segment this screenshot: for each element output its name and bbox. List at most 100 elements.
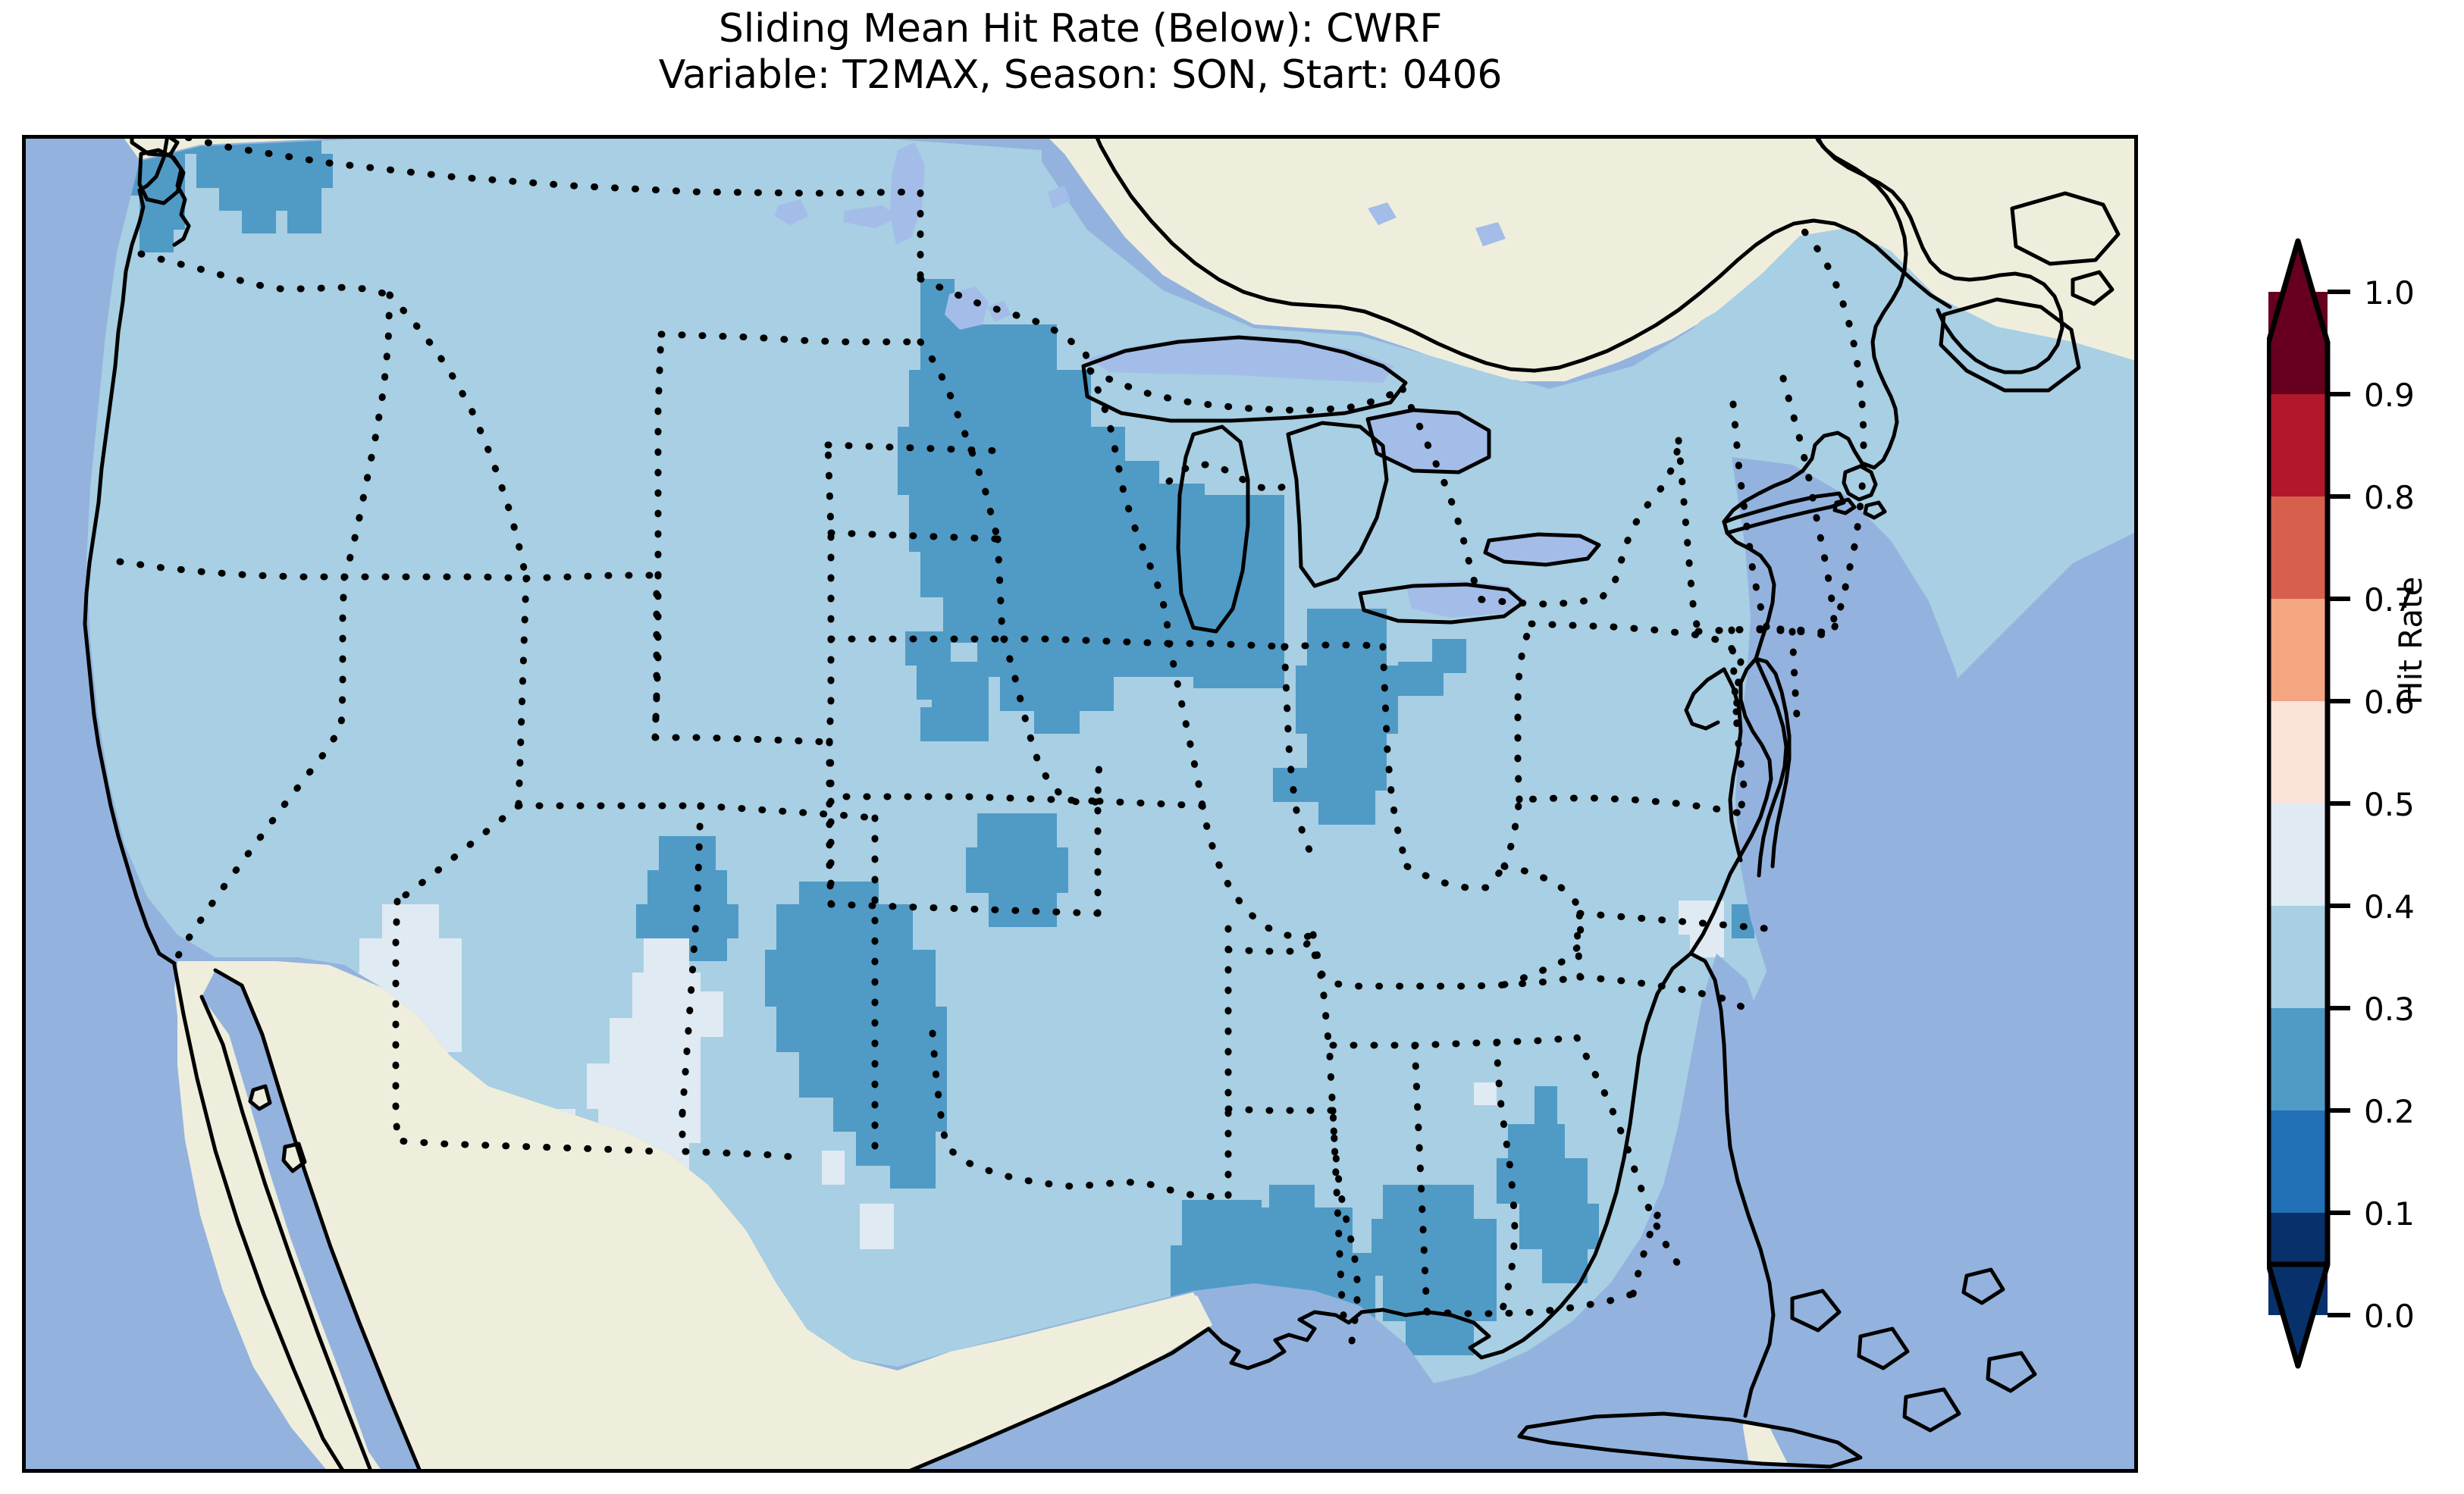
coastline-gulf-island-b: [281, 1142, 307, 1173]
border-pa-md-wv: [1500, 794, 1745, 870]
border-mo-ar: [1224, 932, 1317, 955]
gulf-of-mexico-overlay: [914, 954, 1785, 1469]
coastline-long-island: [1722, 491, 1846, 535]
shoreline-georgian-bay: [1365, 408, 1491, 475]
coastline-baja-west: [172, 963, 344, 1469]
colorbar-svg: [2265, 238, 2350, 1369]
colorbar-label-0.9: 0.9: [2364, 377, 2415, 414]
border-gulf-states-fl: [1423, 1290, 1637, 1317]
border-mt-wy: [654, 330, 665, 579]
coastline-mexico-mainland-west: [213, 968, 422, 1469]
canada-beige-overlay: [125, 139, 2134, 380]
colorbar-label-0.8: 0.8: [2364, 479, 2415, 516]
border-canada-erie-ontario: [1478, 437, 1682, 608]
border-ar-ms: [1309, 931, 1361, 1351]
border-ma-ct: [1728, 626, 1740, 716]
atlantic-ocean-overlay: [1732, 457, 2134, 1469]
colorbar-band-0.8-0.9: [2268, 394, 2328, 496]
border-minnesota-canada: [917, 275, 1094, 374]
colorbar: 1.0 0.9 0.8 0.7 0.6 0.5 0.4 0.3 0.2 0.1 …: [2265, 235, 2464, 1372]
colorbar-band-0.7-0.8: [2268, 496, 2328, 599]
small-lake-n2: [843, 205, 899, 228]
colorbar-label-0.3: 0.3: [2364, 991, 2415, 1028]
border-mn-wi: [1086, 367, 1173, 647]
lake-huron-georgian-bay: [1368, 410, 1489, 472]
lake-winnipeg-top: [890, 143, 925, 245]
coastline-newfoundland: [2010, 191, 2121, 266]
coastline-southeast-atlantic: [1688, 656, 1773, 956]
shoreline-lake-michigan: [1176, 424, 1250, 634]
chart-title-block: Sliding Mean Hit Rate (Below): CWRF Vari…: [0, 6, 2161, 99]
border-wi-il: [1165, 640, 1288, 650]
border-sd-mn: [994, 535, 1008, 643]
border-us-canada: [178, 139, 924, 283]
coastline-st-lawrence: [1816, 139, 2064, 374]
border-wy-ne: [824, 441, 835, 746]
coastline-marthas-vineyard: [1832, 497, 1857, 515]
colorbar-label-0.6: 0.6: [2364, 684, 2415, 721]
border-va-wv: [1500, 863, 1584, 917]
border-mi-canada-superior: [1086, 367, 1406, 414]
border-vt-nh: [1729, 400, 1770, 631]
border-nm-mexico: [679, 1110, 803, 1161]
colorbar-label-0.2: 0.2: [2364, 1093, 2415, 1130]
border-wy-sd-nd: [824, 441, 1008, 455]
coastline-baja-east: [199, 994, 372, 1469]
border-oh-pa: [1514, 620, 1535, 803]
colorbar-band-0.4-0.5: [2268, 803, 2328, 906]
border-ky-tn: [1309, 931, 1584, 990]
coastline-olympic-peninsula: [137, 148, 186, 205]
coastline-pacific: [83, 139, 177, 966]
colorbar-band-0.5-0.6: [2268, 701, 2328, 803]
border-ks-ok: [827, 900, 1102, 917]
coastline-bahamas-5: [1961, 1267, 2005, 1305]
mexico-beige-overlay: [177, 963, 1212, 1469]
border-ne-ks: [827, 793, 1103, 908]
border-al-ga: [1493, 1038, 1519, 1313]
coastline-bahamas-3: [1902, 1387, 1961, 1433]
border-mn-ia: [1000, 635, 1173, 647]
map-axes-frame: [22, 135, 2138, 1473]
small-lake-c2: [1475, 222, 1506, 246]
colorbar-bands: [2265, 238, 2331, 1369]
colorbar-outline: [2265, 238, 2331, 1369]
border-la-ms: [1329, 1107, 1349, 1333]
border-or-id: [340, 291, 393, 581]
shoreline-lake-erie: [1358, 582, 1525, 625]
shoreline-lake-huron: [1286, 421, 1389, 588]
border-ny-nj: [1732, 658, 1748, 817]
coastline-potomac: [1684, 667, 1726, 731]
border-tx-ok: [929, 1029, 1232, 1201]
chart-title-line-1: Sliding Mean Hit Rate (Below): CWRF: [718, 6, 1443, 52]
border-mi-canada-huron: [1399, 385, 1485, 603]
small-lake-c1: [1368, 202, 1397, 225]
coastline-bahamas-1: [1790, 1289, 1842, 1333]
border-pa-ny: [1528, 620, 1745, 666]
border-ca-nv: [171, 573, 348, 967]
coastline-cuba: [1517, 1411, 1863, 1469]
shoreline-lake-ontario: [1483, 532, 1601, 567]
lake-ontario-top: [1485, 533, 1601, 564]
border-mt-wy-top: [657, 330, 924, 346]
small-lake-c3: [1048, 186, 1071, 208]
border-ia-il: [1165, 640, 1206, 810]
colorbar-label-0.0: 0.0: [2364, 1298, 2415, 1335]
coastline-chesapeake: [1754, 656, 1788, 878]
colorbar-label-0.7: 0.7: [2364, 581, 2415, 619]
colorbar-label-0.4: 0.4: [2364, 888, 2415, 926]
coastline-hudson-bay: [1095, 139, 1952, 373]
border-mi-in: [1281, 641, 1387, 650]
coastline-vancouver-island: [130, 139, 180, 158]
coastline-cape-breton: [2071, 270, 2114, 306]
border-ny-vt: [1675, 437, 1702, 635]
border-id-wy: [522, 572, 662, 582]
shoreline-lake-superior: [1081, 335, 1408, 423]
colorbar-band-0.2-0.3: [2268, 1008, 2328, 1110]
border-ut-co: [651, 582, 660, 741]
colorbar-band-0.3-0.4: [2268, 906, 2328, 1008]
colorbar-label-0.5: 0.5: [2364, 786, 2415, 823]
border-ks-mo: [1094, 755, 1103, 917]
colorbar-band-0.1-0.2: [2268, 1110, 2328, 1213]
coastline-group: [83, 139, 2121, 1469]
border-or-ca: [116, 558, 348, 581]
